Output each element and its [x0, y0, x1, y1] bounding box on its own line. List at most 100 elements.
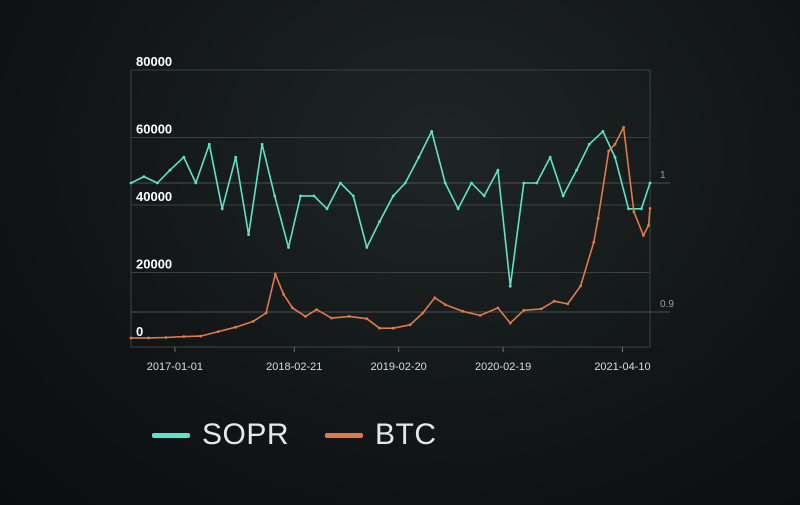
data-point-sopr	[339, 181, 342, 185]
data-point-btc	[648, 207, 652, 210]
data-point-btc	[508, 321, 512, 325]
data-point-btc	[234, 325, 238, 329]
y-tick-label: 20000	[136, 257, 172, 272]
ticks-layer: 0 20000 40000 60000 80000 1 0.9 2017-01-01 2018-…	[136, 54, 674, 373]
legend-item-sopr: SOPR	[152, 418, 289, 452]
data-point-sopr	[351, 194, 355, 198]
data-point-btc	[330, 316, 333, 320]
data-point-btc	[273, 272, 277, 276]
data-point-btc	[347, 315, 351, 318]
data-point-btc	[566, 302, 570, 306]
data-point-sopr	[613, 155, 617, 159]
data-point-sopr	[220, 207, 224, 211]
data-point-btc	[496, 306, 500, 310]
data-point-sopr	[587, 142, 591, 146]
y-tick-label: 0	[136, 324, 143, 339]
data-point-sopr	[417, 155, 421, 159]
data-point-sopr	[378, 220, 381, 224]
data-point-btc	[282, 293, 285, 296]
data-point-btc	[596, 217, 600, 220]
data-point-btc	[461, 309, 465, 313]
data-point-sopr	[496, 168, 500, 172]
right-tick-label: 1	[660, 170, 666, 181]
data-point-btc	[164, 336, 168, 339]
x-tick-label: 2019-02-20	[371, 361, 427, 373]
data-point-btc	[378, 326, 381, 330]
data-point-sopr	[168, 168, 172, 172]
data-point-btc	[129, 336, 133, 340]
data-point-sopr	[260, 142, 264, 146]
data-point-btc	[579, 284, 582, 288]
series-line-btc	[130, 126, 651, 339]
data-point-sopr	[403, 181, 407, 185]
data-point-btc	[607, 149, 611, 153]
data-point-sopr	[482, 194, 486, 198]
y-tick-label: 60000	[136, 122, 172, 137]
data-point-sopr	[548, 155, 552, 159]
data-point-sopr	[508, 284, 512, 288]
data-point-sopr	[299, 194, 302, 198]
legend-label-btc: BTC	[375, 418, 437, 451]
data-point-sopr	[156, 181, 159, 185]
data-point-sopr	[561, 194, 565, 198]
data-point-sopr	[247, 233, 251, 237]
data-point-btc	[478, 314, 482, 317]
data-point-sopr	[325, 207, 329, 211]
data-point-sopr	[575, 168, 578, 172]
data-point-sopr	[535, 181, 539, 185]
data-point-sopr	[312, 194, 316, 198]
data-point-sopr	[287, 246, 290, 249]
data-point-btc	[251, 320, 255, 323]
data-point-sopr	[430, 130, 434, 133]
data-point-sopr	[234, 155, 238, 159]
data-point-btc	[421, 311, 425, 315]
x-tick-label: 2018-02-21	[266, 361, 322, 373]
data-point-sopr	[640, 207, 643, 211]
data-point-btc	[147, 336, 150, 340]
plot-frame	[130, 69, 651, 348]
legend-swatch-sopr	[152, 432, 190, 438]
chart-legend: SOPR BTC	[152, 418, 473, 452]
grid-layer	[130, 69, 670, 352]
data-point-sopr	[443, 181, 447, 185]
data-point-sopr	[273, 194, 277, 198]
right-tick-label: 0.9	[660, 299, 674, 310]
y-tick-label: 40000	[136, 189, 172, 204]
data-point-btc	[408, 323, 412, 327]
data-point-btc	[592, 240, 596, 244]
data-point-sopr	[456, 207, 460, 211]
data-point-sopr	[522, 181, 526, 185]
data-point-btc	[264, 311, 268, 315]
data-point-btc	[216, 330, 220, 333]
y-tick-label: 80000	[136, 54, 172, 69]
data-point-sopr	[194, 181, 198, 185]
data-point-btc	[199, 334, 203, 338]
series-layer	[129, 126, 652, 340]
data-point-btc	[182, 335, 186, 338]
data-point-sopr	[470, 181, 473, 185]
data-point-btc	[522, 308, 526, 312]
data-point-btc	[315, 308, 318, 311]
data-point-sopr	[207, 142, 211, 146]
data-point-btc	[443, 303, 447, 306]
data-point-sopr	[129, 181, 133, 185]
data-point-sopr	[601, 130, 605, 133]
data-point-btc	[647, 223, 650, 227]
data-point-sopr	[391, 194, 395, 198]
legend-item-btc: BTC	[325, 418, 437, 452]
x-tick-label: 2021-04-10	[594, 361, 650, 373]
series-line-sopr	[130, 130, 651, 287]
x-tick-label: 2020-02-19	[475, 361, 531, 373]
data-point-btc	[291, 306, 294, 310]
data-point-sopr	[142, 175, 146, 179]
data-point-btc	[642, 234, 645, 237]
legend-label-sopr: SOPR	[202, 418, 290, 451]
data-point-btc	[539, 307, 543, 311]
data-point-btc	[391, 326, 395, 330]
legend-swatch-btc	[325, 432, 364, 438]
data-point-sopr	[365, 246, 369, 249]
data-point-btc	[365, 317, 369, 321]
x-tick-label: 2017-01-01	[147, 361, 203, 373]
data-point-sopr	[648, 181, 652, 185]
